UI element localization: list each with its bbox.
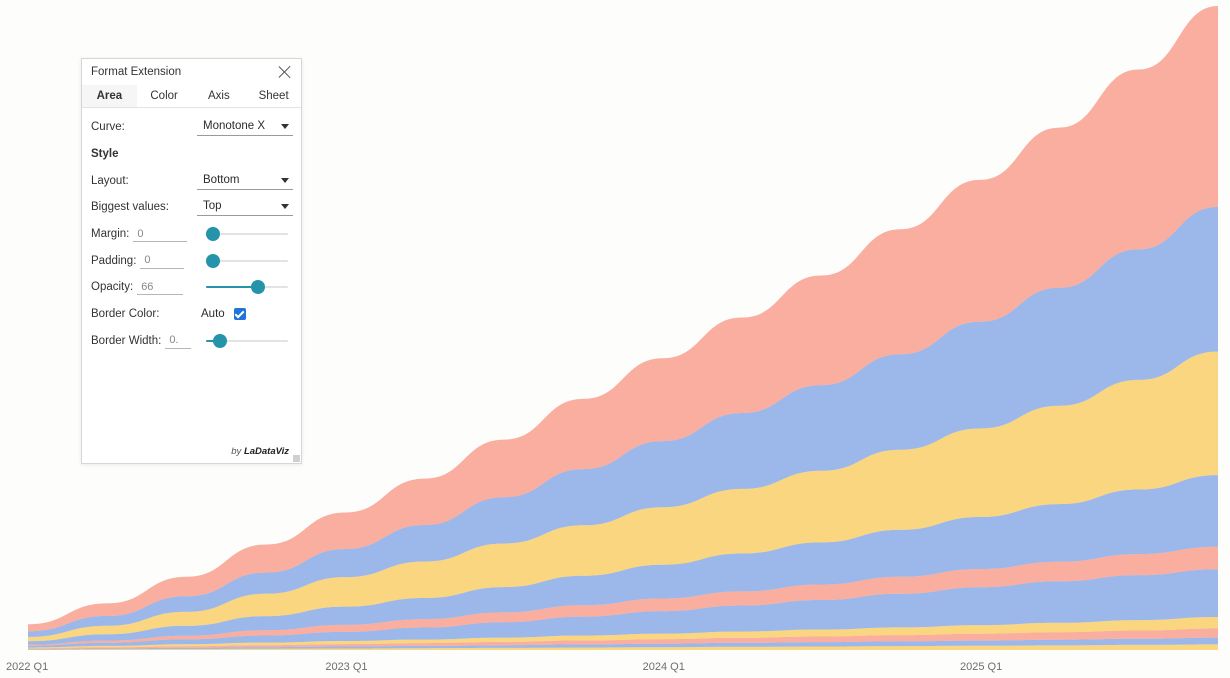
border-color-auto-checkbox[interactable]	[233, 308, 246, 321]
opacity-slider[interactable]	[206, 280, 288, 295]
margin-input[interactable]	[133, 226, 188, 243]
opacity-row: Opacity:	[91, 274, 292, 301]
settings-rows: Curve: Monotone X Style Layout: Bottom B…	[82, 108, 301, 354]
chart-areas	[28, 6, 1218, 650]
style-heading-row: Style	[91, 141, 292, 168]
area-series-7[interactable]	[28, 351, 1218, 642]
biggest-values-row: Biggest values: Top	[91, 194, 293, 221]
footer-by: by	[231, 446, 242, 457]
x-tick-label: 2025 Q1	[960, 661, 1002, 673]
border-width-slider[interactable]	[206, 333, 288, 348]
tab-bar: Area Color Axis Sheet	[82, 85, 301, 108]
tab-area[interactable]: Area	[82, 85, 137, 107]
padding-input[interactable]	[140, 252, 185, 269]
tab-sheet[interactable]: Sheet	[258, 90, 289, 102]
area-series-9[interactable]	[28, 6, 1218, 632]
layout-select[interactable]: Bottom	[197, 172, 293, 190]
resize-handle[interactable]	[293, 455, 300, 462]
tab-color[interactable]: Color	[150, 90, 178, 102]
biggest-values-value: Top	[203, 200, 222, 213]
layout-label: Layout:	[91, 174, 129, 187]
curve-row: Curve: Monotone X	[91, 114, 293, 141]
format-extension-panel: Format Extension Area Color Axis Sheet C…	[81, 58, 302, 464]
layout-value: Bottom	[203, 173, 240, 186]
area-series-8[interactable]	[28, 206, 1218, 637]
tab-axis[interactable]: Axis	[208, 90, 230, 102]
slider-track	[206, 339, 288, 342]
close-icon[interactable]	[278, 65, 292, 79]
margin-slider[interactable]	[206, 227, 288, 242]
slider-thumb[interactable]	[212, 333, 227, 348]
area-series-1[interactable]	[28, 637, 1218, 650]
area-series-6[interactable]	[28, 475, 1218, 645]
panel-footer: by LaDataViz	[231, 446, 289, 457]
x-tick-label: 2024 Q1	[643, 661, 685, 673]
border-color-row: Border Color: Auto	[91, 301, 292, 328]
margin-label: Margin:	[91, 228, 130, 241]
opacity-label: Opacity:	[91, 281, 134, 294]
curve-label: Curve:	[91, 121, 125, 134]
biggest-values-select[interactable]: Top	[197, 198, 293, 217]
x-axis-ticks: 2022 Q1 2023 Q1 2024 Q1 2025 Q1	[6, 661, 1002, 673]
chevron-down-icon	[281, 204, 289, 210]
padding-row: Padding:	[91, 247, 292, 274]
curve-select[interactable]: Monotone X	[197, 118, 293, 137]
panel-title: Format Extension	[91, 66, 182, 78]
curve-value: Monotone X	[203, 120, 266, 133]
chevron-down-icon	[281, 177, 289, 183]
slider-thumb[interactable]	[206, 253, 220, 268]
padding-slider[interactable]	[206, 253, 288, 268]
border-color-label: Border Color:	[91, 308, 160, 321]
panel-header: Format Extension	[82, 59, 301, 85]
slider-track	[206, 233, 288, 236]
slider-track	[206, 259, 288, 262]
slider-fill	[206, 286, 258, 289]
margin-row: Margin:	[91, 221, 292, 248]
border-width-input[interactable]	[165, 332, 192, 349]
area-series-2[interactable]	[28, 628, 1218, 650]
slider-thumb[interactable]	[250, 280, 265, 295]
area-series-4[interactable]	[28, 569, 1218, 648]
border-width-row: Border Width:	[91, 328, 292, 355]
area-series-3[interactable]	[28, 617, 1218, 649]
x-tick-label: 2023 Q1	[325, 661, 367, 673]
chevron-down-icon	[281, 124, 289, 130]
padding-label: Padding:	[91, 254, 137, 267]
x-tick-label: 2022 Q1	[6, 661, 48, 673]
slider-thumb[interactable]	[206, 227, 220, 242]
style-heading: Style	[91, 148, 119, 161]
border-width-label: Border Width:	[91, 334, 162, 347]
biggest-values-label: Biggest values:	[91, 201, 169, 214]
border-color-auto-label: Auto	[201, 308, 225, 321]
layout-row: Layout: Bottom	[91, 167, 293, 194]
area-series-0[interactable]	[28, 644, 1218, 650]
opacity-input[interactable]	[137, 279, 184, 296]
brand-logo: LaDataViz	[243, 446, 289, 457]
border-color-auto: Auto	[201, 308, 246, 321]
